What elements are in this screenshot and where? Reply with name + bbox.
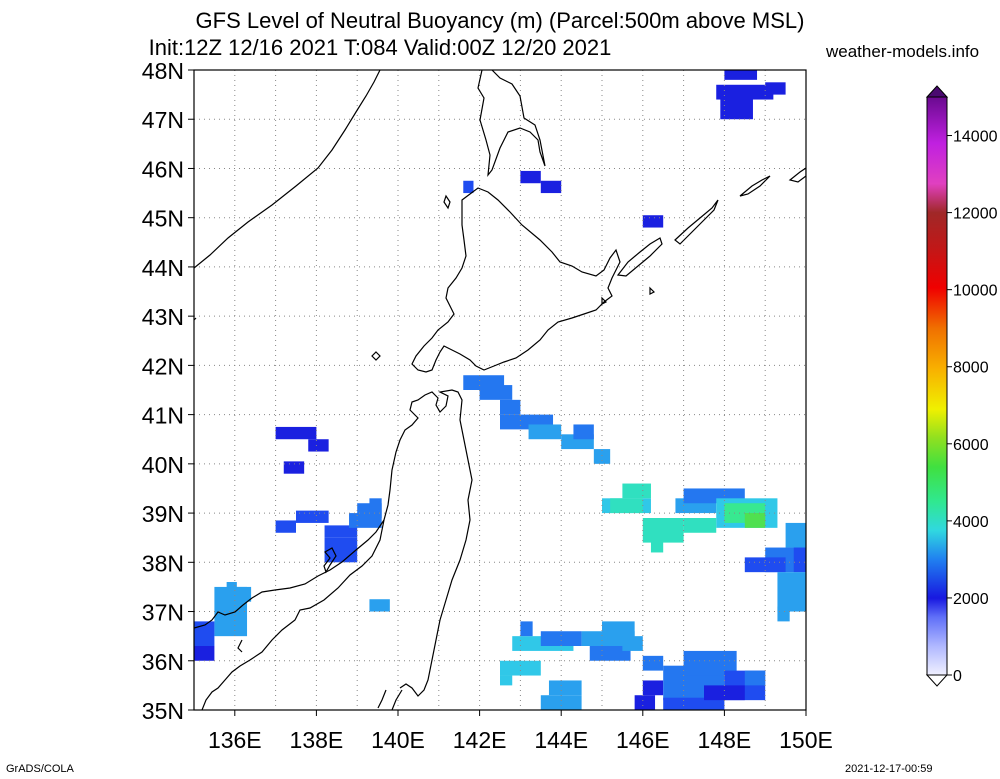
map-title: GFS Level of Neutral Buoyancy (m) (Parce… [195, 8, 805, 33]
lnb-cell [720, 94, 753, 120]
lat-label: 46N [142, 156, 184, 182]
lnb-cell [520, 621, 533, 637]
colorbar-label: 8000 [953, 360, 989, 377]
lnb-cell [500, 399, 521, 415]
colorbar-label: 10000 [953, 283, 998, 300]
colorbar-label: 6000 [953, 437, 989, 454]
lnb-cell [744, 670, 766, 686]
lnb-cell [650, 537, 664, 553]
lnb-cell [610, 498, 643, 514]
lnb-cell [540, 695, 582, 710]
lon-label: 140E [371, 727, 425, 753]
lat-label: 41N [142, 403, 184, 429]
lnb-cell [540, 631, 582, 646]
footer-credit: GrADS/COLA [6, 763, 74, 775]
lon-label: 144E [534, 727, 588, 753]
lnb-cell [540, 180, 562, 194]
lnb-shading [194, 70, 806, 710]
lat-label: 38N [142, 550, 184, 576]
lnb-cell [479, 385, 513, 400]
lat-label: 45N [142, 206, 184, 232]
lon-label: 142E [453, 727, 507, 753]
lnb-cell [765, 82, 786, 95]
lnb-cell [520, 170, 541, 184]
lon-label: 138E [290, 727, 344, 753]
colorbar-label: 14000 [953, 129, 998, 146]
lat-label: 40N [142, 452, 184, 478]
lnb-cell [724, 70, 758, 80]
lnb-cell [642, 215, 664, 228]
coastlines [194, 70, 806, 710]
map-subtitle: Init:12Z 12/16 2021 T:084 Valid:00Z 12/2… [148, 35, 612, 60]
lnb-cell [573, 424, 594, 440]
lnb-cell [369, 498, 382, 514]
lon-label: 146E [616, 727, 670, 753]
lnb-cell [548, 680, 582, 696]
lnb-cell [369, 599, 390, 612]
lnb-cell [602, 621, 635, 637]
lnb-cell [589, 646, 631, 661]
lon-label: 150E [779, 727, 833, 753]
lat-label: 35N [142, 698, 184, 724]
lon-label: 136E [208, 727, 262, 753]
lnb-cell [194, 621, 215, 646]
lat-label: 42N [142, 353, 184, 379]
lat-label: 43N [142, 304, 184, 330]
lnb-cell [785, 522, 806, 548]
lat-label: 36N [142, 649, 184, 675]
lnb-cell [500, 675, 513, 686]
lat-label: 39N [142, 501, 184, 527]
lnb-cell [642, 680, 664, 696]
lnb-cell [194, 646, 215, 661]
lnb-cell [622, 636, 643, 651]
longitude-labels: 136E 138E 140E 142E 144E 146E 148E 150E [208, 710, 833, 753]
lat-label: 44N [142, 255, 184, 281]
lnb-cell [777, 572, 806, 612]
colorbar-label: 2000 [953, 591, 989, 608]
lnb-cell [296, 510, 329, 523]
colorbar-label: 4000 [953, 514, 989, 531]
latitude-labels: 35N 36N 37N 38N 39N 40N 41N 42N 43N 44N 45N 46N 47N 4… [142, 58, 194, 724]
footer-timestamp: 2021-12-17-00:59 [845, 763, 933, 775]
lat-lon-grid [194, 70, 806, 710]
lnb-cell [275, 426, 317, 440]
colorbar-label: 0 [953, 668, 962, 685]
lnb-cell [744, 557, 786, 573]
map-frame [193, 69, 807, 711]
lnb-cell [642, 655, 664, 671]
lnb-cell [500, 660, 541, 676]
lat-label: 48N [142, 58, 184, 84]
lnb-cell [593, 449, 611, 464]
lon-label: 148E [698, 727, 752, 753]
lnb-cell [793, 547, 806, 573]
lnb-cell [463, 180, 474, 194]
site-credit: weather-models.info [826, 42, 980, 61]
lat-label: 47N [142, 107, 184, 133]
lnb-cell [324, 525, 358, 538]
lnb-cell [744, 513, 766, 528]
lnb-cell [283, 461, 305, 474]
lnb-cell [275, 520, 296, 533]
lat-label: 37N [142, 600, 184, 626]
lnb-cell [663, 697, 725, 710]
lnb-cell [704, 685, 745, 701]
lnb-cell [622, 483, 651, 499]
lnb-cell [308, 439, 329, 452]
lnb-cell [634, 695, 656, 710]
lnb-cell [226, 582, 237, 592]
colorbar: 0 2000 4000 6000 8000 10000 12000 14000 [925, 85, 998, 687]
lnb-cell [683, 518, 717, 533]
colorbar-label: 12000 [953, 206, 998, 223]
lnb-cell [777, 606, 790, 622]
lnb-cell [528, 424, 562, 440]
